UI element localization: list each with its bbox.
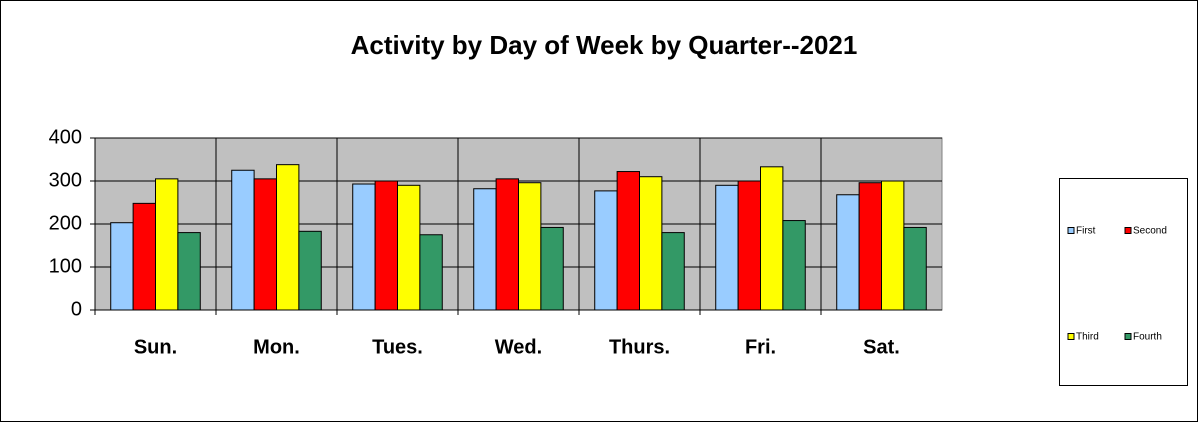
bar [760, 166, 784, 311]
bar [881, 180, 905, 311]
x-tick-label: Fri. [745, 336, 776, 358]
bar [276, 164, 300, 311]
x-tick-label: Sat. [863, 336, 900, 358]
x-tick-label: Sun. [134, 336, 177, 358]
bar [495, 178, 519, 311]
x-tick-label: Thurs. [609, 336, 670, 358]
legend-box [1059, 178, 1188, 386]
bar [903, 226, 927, 311]
bar [661, 232, 685, 311]
bar [518, 182, 542, 311]
legend-swatch [1124, 227, 1132, 234]
bar [715, 184, 739, 311]
bar [858, 182, 882, 311]
y-tick-label: 300 [49, 169, 82, 191]
bar [836, 194, 860, 311]
bar [177, 232, 201, 311]
legend-swatch [1067, 333, 1075, 340]
bar [397, 184, 421, 311]
bar [110, 222, 134, 311]
x-tick-label: Tues. [372, 336, 423, 358]
bar [374, 180, 398, 311]
bar [419, 234, 443, 311]
bar [132, 202, 157, 311]
bar [473, 188, 497, 311]
y-tick-label: 100 [49, 255, 82, 277]
bar [352, 183, 376, 311]
bar [737, 180, 761, 311]
bar [639, 176, 663, 311]
chart-title: Activity by Day of Week by Quarter--2021 [351, 30, 858, 60]
y-tick-label: 200 [49, 212, 82, 234]
legend-swatch [1067, 227, 1075, 234]
y-tick-label: 0 [71, 298, 82, 320]
legend-label: First [1076, 226, 1096, 237]
bar [253, 178, 278, 311]
bar [298, 230, 322, 311]
legend-label: Third [1076, 332, 1099, 343]
bar [155, 178, 179, 311]
legend-label: Fourth [1133, 332, 1162, 343]
x-tick-label: Wed. [495, 336, 542, 358]
y-tick-label: 400 [49, 126, 82, 148]
x-tick-label: Mon. [253, 336, 300, 358]
bar [231, 169, 255, 311]
bar [594, 190, 618, 311]
bar [616, 171, 640, 311]
bar [782, 220, 806, 311]
legend-label: Second [1133, 226, 1167, 237]
bar [540, 226, 564, 311]
legend-swatch [1124, 333, 1132, 340]
